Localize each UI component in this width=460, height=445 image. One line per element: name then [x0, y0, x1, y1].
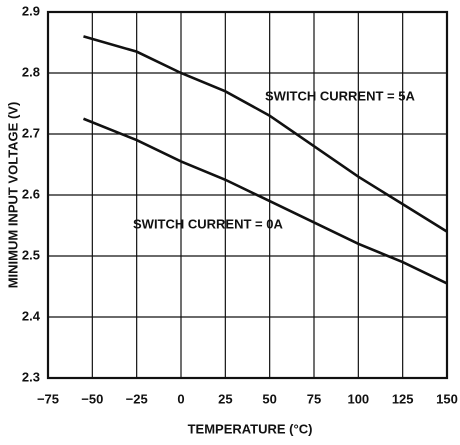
series-label: SWITCH CURRENT = 5A [265, 88, 415, 103]
x-tick-label: 100 [347, 391, 369, 406]
x-tick-label: 150 [436, 391, 458, 406]
y-tick-label: 2.5 [22, 247, 40, 262]
y-tick-label: 2.3 [22, 369, 40, 384]
x-tick-label: −75 [37, 391, 59, 406]
x-tick-label: 50 [262, 391, 276, 406]
x-tick-label: 125 [392, 391, 414, 406]
y-tick-label: 2.8 [22, 64, 40, 79]
x-tick-label: 75 [307, 391, 321, 406]
x-tick-label: 25 [218, 391, 232, 406]
x-tick-label: −25 [126, 391, 148, 406]
y-axis-label: MINIMUM INPUT VOLTAGE (V) [5, 102, 20, 289]
line-series [83, 35, 448, 233]
line-series [82, 117, 448, 285]
y-tick-label: 2.9 [22, 3, 40, 18]
series-label: SWITCH CURRENT = 0A [133, 216, 283, 231]
plot-frame [46, 10, 449, 380]
x-tick-label: −50 [81, 391, 103, 406]
x-axis-label: TEMPERATURE (°C) [188, 421, 313, 436]
y-tick-label: 2.6 [22, 186, 40, 201]
y-tick-label: 2.4 [22, 308, 41, 323]
y-tick-label: 2.7 [22, 125, 40, 140]
x-tick-label: 0 [177, 391, 184, 406]
